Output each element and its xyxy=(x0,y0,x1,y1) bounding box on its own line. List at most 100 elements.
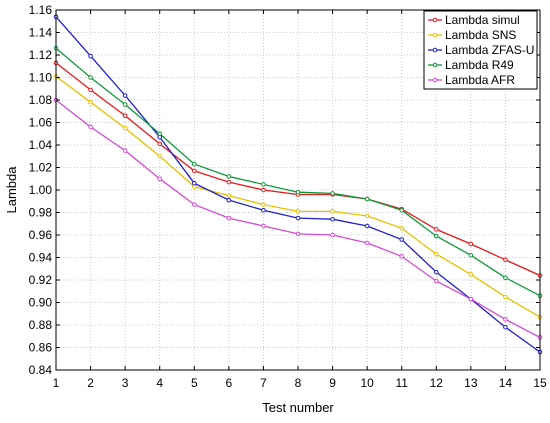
legend-label: Lambda ZFAS-U xyxy=(445,43,534,57)
y-tick-label: 1.02 xyxy=(29,161,53,175)
y-tick-label: 0.94 xyxy=(29,251,53,265)
x-tick-label: 2 xyxy=(87,376,94,390)
y-tick-label: 1.10 xyxy=(29,71,53,85)
data-point xyxy=(226,179,232,185)
data-point xyxy=(503,324,508,330)
series-markers xyxy=(53,14,543,355)
data-point xyxy=(157,141,163,147)
x-tick-label: 9 xyxy=(329,376,336,390)
data-point xyxy=(364,223,370,229)
data-point xyxy=(261,202,266,207)
legend-label: Lambda R49 xyxy=(445,58,514,72)
x-tick-label: 1 xyxy=(53,376,60,390)
y-tick-label: 1.04 xyxy=(29,138,53,152)
x-tick-label: 4 xyxy=(156,376,163,390)
x-tick-label: 14 xyxy=(499,376,513,390)
data-point xyxy=(295,231,301,237)
data-point xyxy=(503,317,508,322)
data-point xyxy=(191,168,197,174)
data-point xyxy=(88,87,93,93)
x-axis-title: Test number xyxy=(262,400,334,415)
y-tick-label: 1.16 xyxy=(29,3,53,17)
legend-marker xyxy=(432,77,438,83)
y-tick-label: 1.14 xyxy=(29,26,53,40)
data-point xyxy=(122,93,128,98)
data-point xyxy=(226,193,232,198)
data-point xyxy=(295,209,301,214)
data-point xyxy=(191,180,197,186)
data-point xyxy=(226,215,232,221)
legend-label: Lambda simul xyxy=(445,13,520,27)
x-tick-label: 10 xyxy=(360,376,374,390)
x-tick-label: 8 xyxy=(295,376,302,390)
y-tick-label: 0.96 xyxy=(29,228,53,242)
y-axis-ticks: 0.84 0.86 0.88 0.90 0.92 0.94 0.96 0.98 1.00 1.02… xyxy=(29,3,540,377)
x-tick-label: 5 xyxy=(191,376,198,390)
data-point xyxy=(433,251,439,257)
legend-marker xyxy=(432,62,438,68)
data-point xyxy=(330,191,335,196)
data-point xyxy=(191,202,197,207)
data-point xyxy=(122,125,128,131)
data-point xyxy=(226,197,232,203)
legend-marker xyxy=(432,17,438,23)
data-point xyxy=(295,189,301,195)
data-point xyxy=(503,275,508,281)
x-tick-label: 13 xyxy=(464,376,478,390)
data-point xyxy=(261,223,266,229)
data-point xyxy=(330,216,335,222)
y-tick-label: 1.00 xyxy=(29,183,53,197)
x-tick-label: 6 xyxy=(226,376,233,390)
legend-box xyxy=(423,10,538,90)
data-point xyxy=(122,113,128,119)
data-point xyxy=(399,225,405,231)
legend-marker xyxy=(432,32,438,38)
data-point xyxy=(399,237,405,242)
data-point xyxy=(191,161,197,167)
data-point xyxy=(364,240,370,246)
data-point xyxy=(503,294,508,300)
data-point xyxy=(122,102,128,107)
legend-label: Lambda AFR xyxy=(445,73,515,87)
data-point xyxy=(433,227,439,232)
data-point xyxy=(122,148,128,153)
data-point xyxy=(330,232,335,238)
data-point xyxy=(261,182,266,187)
data-point xyxy=(226,174,232,179)
data-point xyxy=(433,269,439,275)
data-point xyxy=(330,209,335,214)
data-point xyxy=(88,75,93,80)
x-tick-label: 12 xyxy=(430,376,444,390)
data-point xyxy=(468,241,474,247)
y-tick-label: 1.12 xyxy=(29,48,53,62)
data-point xyxy=(503,257,508,263)
data-point xyxy=(261,187,266,193)
y-tick-label: 0.84 xyxy=(29,363,53,377)
data-point xyxy=(433,278,439,284)
data-point xyxy=(433,233,439,239)
data-point xyxy=(364,213,370,219)
data-point xyxy=(88,124,93,130)
legend-label: Lambda SNS xyxy=(445,28,516,42)
data-point xyxy=(295,215,301,221)
data-point xyxy=(364,196,370,202)
x-tick-label: 7 xyxy=(260,376,267,390)
data-point xyxy=(157,131,163,137)
x-tick-label: 3 xyxy=(122,376,129,390)
x-tick-label: 11 xyxy=(395,376,408,390)
data-point xyxy=(468,296,474,302)
data-point xyxy=(157,176,163,182)
data-point xyxy=(468,252,474,258)
y-tick-label: 0.92 xyxy=(29,273,53,287)
x-axis-ticks: 1 2 3 4 5 6 7 8 9 10 11 12 13 14 15 xyxy=(53,10,547,390)
y-tick-label: 0.90 xyxy=(29,296,53,310)
y-tick-label: 1.08 xyxy=(29,93,53,107)
y-tick-label: 1.06 xyxy=(29,116,53,130)
data-point xyxy=(157,153,163,159)
legend-marker xyxy=(432,47,438,53)
y-tick-label: 0.88 xyxy=(29,318,53,332)
data-point xyxy=(261,207,266,213)
y-axis-title: Lambda xyxy=(4,166,19,214)
